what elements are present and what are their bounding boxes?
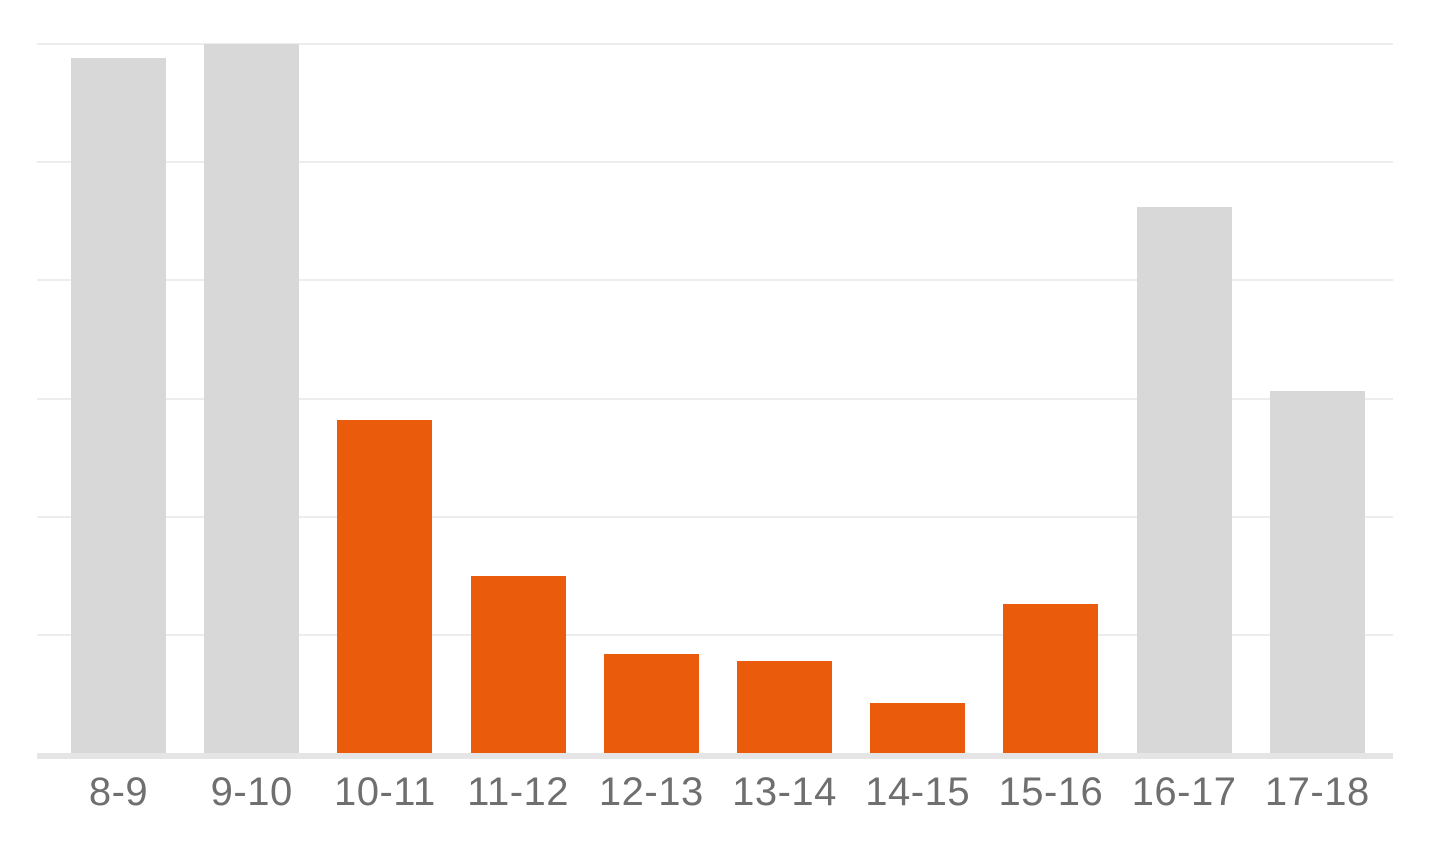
bar-16-17 [1136,207,1232,753]
bar-13-14 [737,661,832,753]
bar-15-16 [1003,604,1099,753]
x-axis-label-10-11: 10-11 [333,770,436,814]
bar-17-18 [1269,391,1365,753]
x-axis-label-11-12: 11-12 [467,770,570,814]
x-axis-line [37,753,1393,759]
x-axis-label-15-16: 15-16 [998,770,1104,814]
gridline [37,279,1393,282]
gridline [37,515,1393,518]
x-axis-label-17-18: 17-18 [1264,770,1370,814]
x-axis-label-8-9: 8-9 [88,770,149,814]
gridline [37,161,1393,164]
bar-10-11 [337,420,433,753]
bar-11-12 [470,576,566,753]
bar-14-15 [870,703,966,753]
bar-9-10 [204,44,300,753]
x-axis-label-16-17: 16-17 [1131,770,1237,814]
x-axis-label-13-14: 13-14 [732,770,837,814]
gridline [37,633,1393,636]
x-axis-label-14-15: 14-15 [865,770,971,814]
bar-12-13 [603,654,699,753]
plot-area: 8-9 9-10 10-11 11-12 12-13 13-14 14-15 15-16 16-… [37,43,1393,814]
x-axis-label-12-13: 12-13 [598,770,704,814]
gridline [37,43,1393,45]
x-axis-label-9-10: 9-10 [210,770,293,814]
gridline [37,397,1393,400]
bar-8-9 [71,58,166,753]
